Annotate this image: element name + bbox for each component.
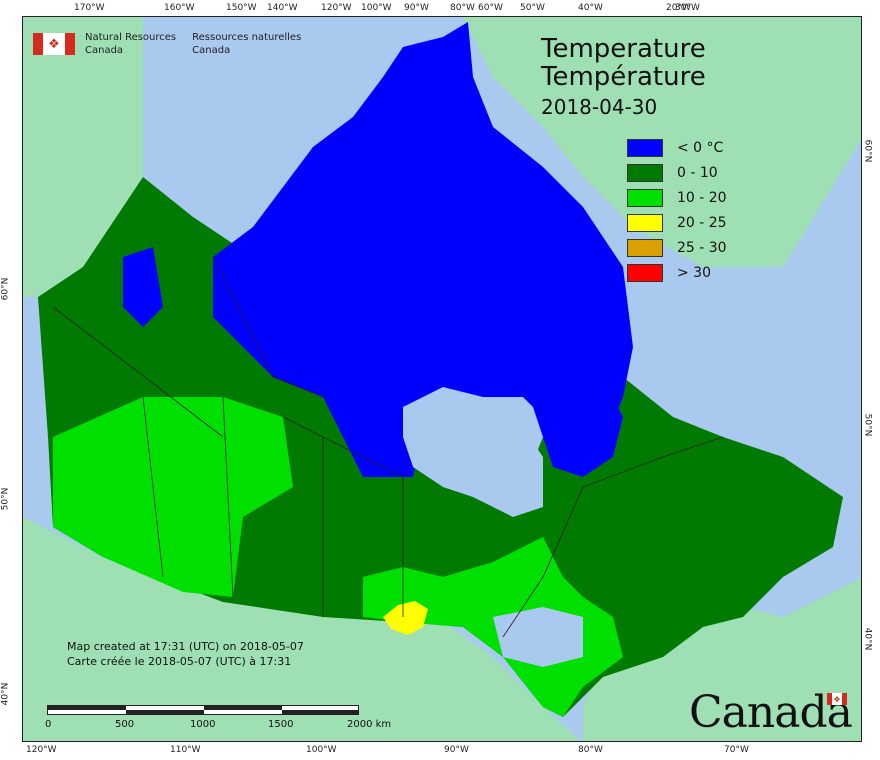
agency-name-fr: Ressources naturelles Canada bbox=[192, 32, 302, 56]
legend-label: 25 - 30 bbox=[677, 239, 727, 256]
tick-label-bottom: 80°W bbox=[578, 745, 603, 755]
legend-item: 25 - 30 bbox=[627, 235, 727, 260]
great-lakes bbox=[493, 607, 583, 667]
tick-label-bottom: 90°W bbox=[444, 745, 469, 755]
legend-label: 20 - 25 bbox=[677, 214, 727, 231]
tick-label-top: 20°W bbox=[666, 3, 691, 13]
province-borders bbox=[52, 256, 724, 638]
tick-label-top: 160°W bbox=[164, 3, 195, 13]
tick-label-top: 120°W bbox=[321, 3, 352, 13]
wordmark-flag-icon: ❖ bbox=[827, 693, 847, 705]
credit-french: Carte créée le 2018-05-07 (UTC) à 17:31 bbox=[67, 655, 292, 668]
tick-label-right: 60°N bbox=[862, 139, 873, 163]
map-frame: ❖ Natural Resources Canada Ressources na… bbox=[22, 16, 862, 742]
legend-item: 0 - 10 bbox=[627, 160, 727, 185]
canada-wordmark: Canada bbox=[689, 687, 853, 738]
credit-english: Map created at 17:31 (UTC) on 2018-05-07 bbox=[67, 640, 304, 653]
tick-label-right: 40°N bbox=[862, 627, 873, 651]
tick-label-left: 40°N bbox=[0, 682, 11, 706]
labrador-cold-region bbox=[533, 377, 623, 477]
title-english: Temperature bbox=[541, 34, 706, 64]
tick-label-bottom: 110°W bbox=[170, 745, 201, 755]
tick-label-bottom: 120°W bbox=[26, 745, 57, 755]
title-french: Température bbox=[541, 62, 706, 92]
agency-name-en: Natural Resources Canada bbox=[85, 32, 177, 56]
legend: < 0 °C 0 - 10 10 - 20 20 - 25 25 - 30 > 30 bbox=[627, 135, 727, 285]
legend-label: < 0 °C bbox=[677, 139, 724, 156]
legend-item: > 30 bbox=[627, 260, 727, 285]
map-title: Temperature Température 2018-04-30 bbox=[541, 35, 706, 119]
map-credit: Map created at 17:31 (UTC) on 2018-05-07… bbox=[67, 639, 304, 669]
legend-item: 20 - 25 bbox=[627, 210, 727, 235]
ontario-quebec-warm-region bbox=[363, 537, 623, 717]
legend-label: 10 - 20 bbox=[677, 189, 727, 206]
tick-label-right: 50°N bbox=[862, 413, 873, 437]
tick-label-top: 30°W bbox=[675, 3, 700, 13]
tick-label-left: 50°N bbox=[0, 487, 11, 511]
alaska-land bbox=[23, 17, 143, 297]
usa-land bbox=[23, 517, 581, 741]
tick-label-left: 60°N bbox=[0, 277, 11, 301]
tick-label-top: 100°W bbox=[361, 3, 392, 13]
tick-label-top: 150°W bbox=[226, 3, 257, 13]
tick-label-top: 50°W bbox=[520, 3, 545, 13]
tick-label-top: 90°W bbox=[404, 3, 429, 13]
legend-swatch bbox=[627, 238, 663, 257]
tick-label-top: 140°W bbox=[267, 3, 298, 13]
tick-label-top: 80°W bbox=[450, 3, 475, 13]
scale-label-1500: 1500 bbox=[268, 719, 294, 730]
legend-swatch bbox=[627, 138, 663, 157]
tick-label-top: 170°W bbox=[74, 3, 105, 13]
yukon-cold-region bbox=[123, 247, 163, 327]
agency-signature: ❖ Natural Resources Canada Ressources na… bbox=[33, 31, 301, 57]
scale-label-1000: 1000 bbox=[190, 719, 216, 730]
temperature-map bbox=[23, 17, 861, 741]
legend-swatch bbox=[627, 263, 663, 282]
tick-label-bottom: 100°W bbox=[306, 745, 337, 755]
hudson-bay bbox=[403, 387, 543, 517]
tick-label-top: 40°W bbox=[578, 3, 603, 13]
legend-swatch bbox=[627, 213, 663, 232]
tick-label-bottom: 70°W bbox=[724, 745, 749, 755]
legend-item: 10 - 20 bbox=[627, 185, 727, 210]
legend-swatch bbox=[627, 188, 663, 207]
scale-label-2000: 2000 km bbox=[347, 719, 392, 730]
tick-label-top: 60°W bbox=[478, 3, 503, 13]
legend-swatch bbox=[627, 163, 663, 182]
scale-bar-track bbox=[47, 705, 359, 715]
prairies-warm-region bbox=[53, 397, 293, 597]
legend-item: < 0 °C bbox=[627, 135, 727, 160]
hot-spot-region bbox=[383, 601, 428, 635]
legend-label: > 30 bbox=[677, 264, 711, 281]
canada-flag-icon: ❖ bbox=[33, 33, 75, 55]
scale-label-0: 0 bbox=[45, 719, 52, 730]
arctic-cold-region bbox=[213, 22, 633, 477]
legend-label: 0 - 10 bbox=[677, 164, 718, 181]
scale-bar: 0 500 1000 1500 2000 km bbox=[45, 705, 391, 730]
map-date: 2018-04-30 bbox=[541, 95, 658, 119]
scale-label-500: 500 bbox=[115, 719, 135, 730]
